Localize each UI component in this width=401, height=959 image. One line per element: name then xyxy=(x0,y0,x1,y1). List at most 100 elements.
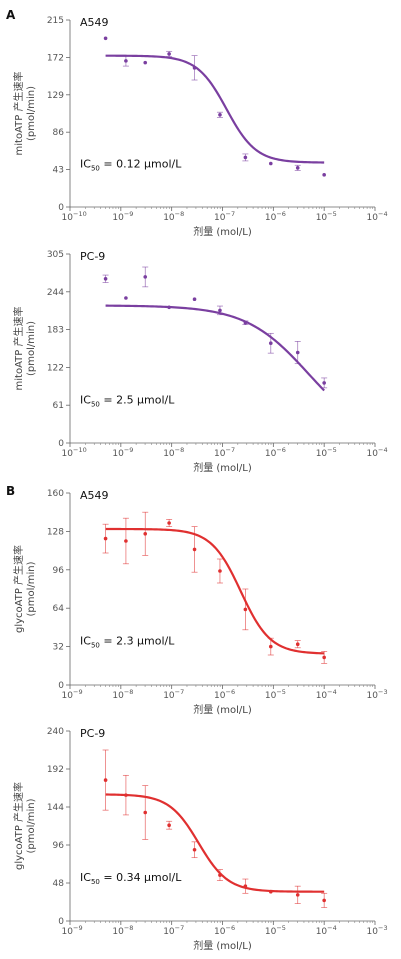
panel-label: A549 xyxy=(80,16,109,29)
data-point xyxy=(143,275,148,279)
x-tick-exponent: −5 xyxy=(276,924,286,932)
data-point xyxy=(192,847,197,852)
x-tick-label: 10 xyxy=(367,213,379,223)
x-tick-label: 10 xyxy=(112,449,124,459)
ic50-label: IC50 = 0.12 μmol/L xyxy=(80,158,182,173)
data-point xyxy=(295,893,300,897)
x-tick-exponent: −7 xyxy=(226,446,236,454)
x-axis-label: 剂量 (mol/L) xyxy=(193,703,252,716)
fit-curve xyxy=(105,304,325,392)
y-tick-label: 240 xyxy=(47,727,64,737)
y-axis-label: glycoATP 产生速率 xyxy=(12,545,25,633)
x-tick-exponent: −6 xyxy=(226,688,236,696)
y-axis-unit: (pmol/min) xyxy=(26,798,37,853)
data-point xyxy=(243,607,248,612)
data-point xyxy=(243,884,248,888)
x-tick-label: 10 xyxy=(62,449,74,459)
x-tick-label: 10 xyxy=(62,213,74,223)
y-axis-label: mitoATP 产生速率 xyxy=(12,72,25,156)
y-tick-label: 0 xyxy=(58,917,64,927)
y-tick-label: 183 xyxy=(47,326,64,336)
x-tick-label: 10 xyxy=(214,213,226,223)
y-axis-unit: (pmol/min) xyxy=(26,86,37,141)
data-point xyxy=(103,36,108,41)
x-tick-exponent: −5 xyxy=(327,446,337,454)
x-tick-exponent: −9 xyxy=(124,446,134,454)
x-tick-exponent: −3 xyxy=(378,924,388,932)
x-tick-exponent: −9 xyxy=(124,210,134,218)
x-tick-label: 10 xyxy=(214,691,226,701)
data-point xyxy=(268,644,273,649)
x-tick-exponent: −5 xyxy=(327,210,337,218)
x-tick-exponent: −5 xyxy=(276,688,286,696)
x-axis-label: 剂量 (mol/L) xyxy=(193,939,252,952)
data-point xyxy=(295,350,300,355)
x-tick-label: 10 xyxy=(163,213,175,223)
data-point xyxy=(167,52,171,56)
x-tick-exponent: −4 xyxy=(378,210,388,218)
data-point xyxy=(268,341,273,346)
y-axis-unit: (pmol/min) xyxy=(26,321,37,376)
x-tick-label: 10 xyxy=(163,691,175,701)
y-tick-label: 61 xyxy=(53,401,64,411)
x-tick-exponent: −6 xyxy=(276,210,286,218)
x-tick-exponent: −10 xyxy=(73,446,87,454)
y-axis-label: glycoATP 产生速率 xyxy=(12,782,25,870)
data-point xyxy=(167,521,171,525)
y-tick-label: 0 xyxy=(58,439,64,449)
data-point xyxy=(322,173,326,177)
y-tick-label: 43 xyxy=(53,166,64,176)
x-axis-label: 剂量 (mol/L) xyxy=(193,461,252,474)
x-tick-label: 10 xyxy=(316,691,328,701)
y-tick-label: 64 xyxy=(53,604,65,614)
data-point xyxy=(124,296,128,300)
x-tick-label: 10 xyxy=(112,927,124,937)
y-tick-label: 144 xyxy=(47,803,64,813)
data-point xyxy=(322,381,326,385)
x-tick-exponent: −4 xyxy=(378,446,388,454)
y-tick-label: 215 xyxy=(47,16,64,26)
data-point xyxy=(103,778,108,782)
x-tick-label: 10 xyxy=(316,213,328,223)
x-tick-exponent: −3 xyxy=(378,688,388,696)
fit-curve xyxy=(105,793,325,893)
y-tick-label: 244 xyxy=(47,288,64,298)
data-point xyxy=(295,642,300,646)
data-point xyxy=(192,297,197,302)
x-tick-label: 10 xyxy=(316,449,328,459)
panel-label: PC-9 xyxy=(80,727,105,740)
x-tick-exponent: −8 xyxy=(124,924,134,932)
data-point xyxy=(143,532,148,536)
y-tick-label: 160 xyxy=(47,489,64,499)
x-tick-label: 10 xyxy=(214,927,226,937)
y-tick-label: 0 xyxy=(58,681,64,691)
data-point xyxy=(243,155,248,160)
data-point xyxy=(268,889,273,894)
x-tick-exponent: −10 xyxy=(73,210,87,218)
y-tick-label: 305 xyxy=(47,250,64,260)
data-point xyxy=(218,569,222,573)
data-point xyxy=(124,59,128,63)
data-point xyxy=(103,536,108,541)
x-tick-exponent: −6 xyxy=(226,924,236,932)
fit-curve xyxy=(105,54,325,164)
data-point xyxy=(167,823,171,828)
section-label-a: A xyxy=(6,8,16,22)
data-point xyxy=(322,898,326,903)
x-tick-label: 10 xyxy=(265,927,277,937)
y-tick-label: 48 xyxy=(53,879,65,889)
x-tick-exponent: −7 xyxy=(175,924,185,932)
data-point xyxy=(268,161,273,166)
x-tick-label: 10 xyxy=(367,691,379,701)
data-point xyxy=(124,539,128,543)
x-tick-label: 10 xyxy=(367,449,379,459)
x-tick-label: 10 xyxy=(62,927,74,937)
x-tick-exponent: −8 xyxy=(175,210,185,218)
x-tick-label: 10 xyxy=(316,927,328,937)
y-axis-label: mitoATP 产生速率 xyxy=(12,307,25,391)
x-tick-exponent: −8 xyxy=(124,688,134,696)
x-tick-exponent: −7 xyxy=(226,210,236,218)
data-point xyxy=(192,547,197,552)
data-point xyxy=(103,276,108,281)
